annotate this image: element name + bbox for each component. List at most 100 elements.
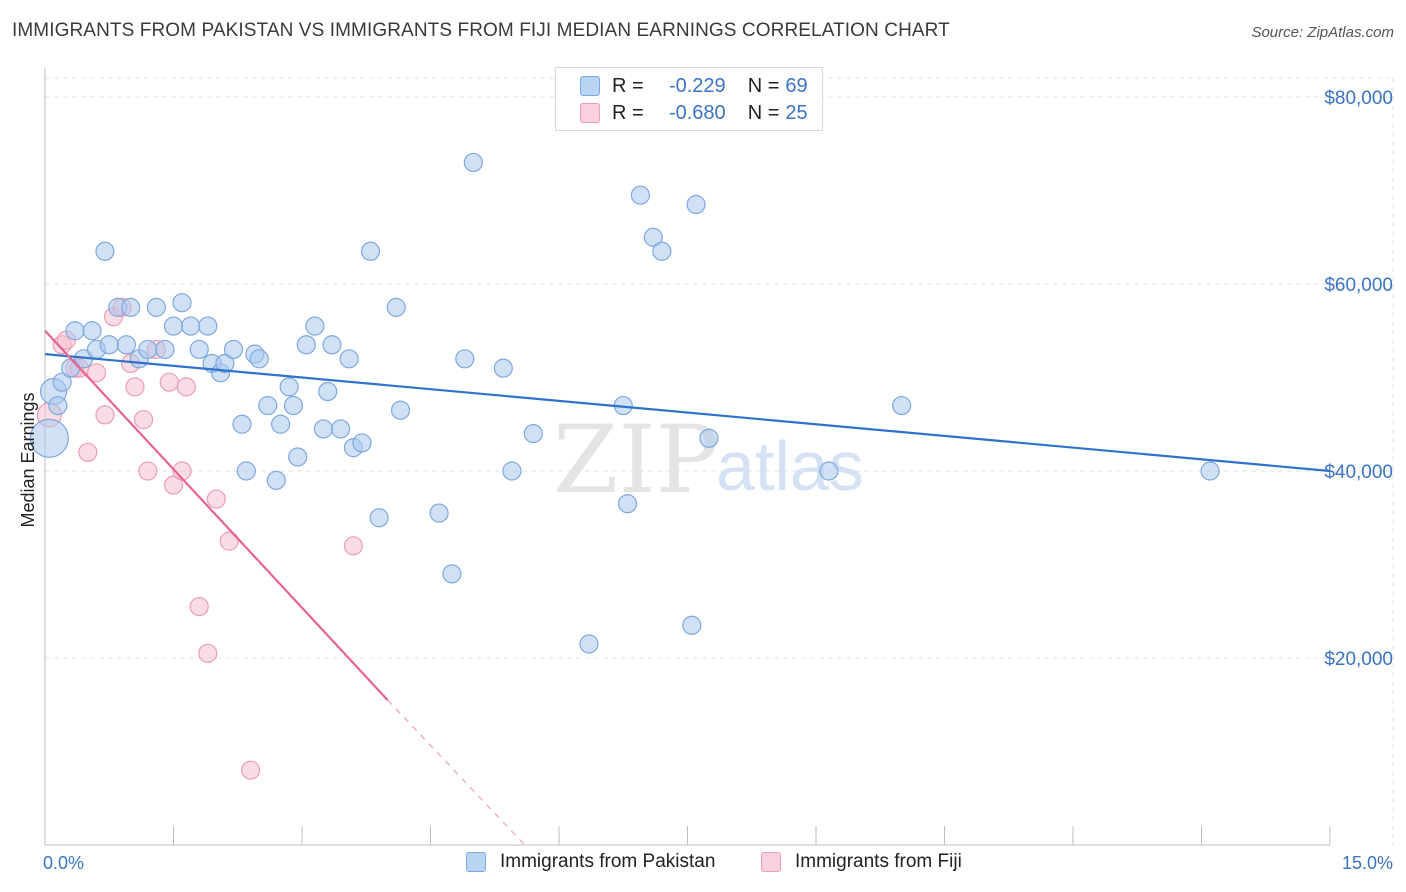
pakistan-point	[360, 241, 381, 261]
fiji-point	[219, 531, 239, 551]
fiji-points	[36, 297, 363, 780]
pakistan-point	[181, 316, 201, 336]
pakistan-point	[369, 508, 389, 528]
pakistan-point	[215, 353, 235, 374]
pakistan-point	[339, 349, 359, 369]
pakistan-point	[95, 241, 115, 261]
y-tick-label: $20,000	[1324, 649, 1393, 670]
pakistan-point	[279, 377, 299, 397]
fiji-point	[198, 643, 218, 663]
fiji-point	[159, 372, 179, 392]
pakistan-point	[682, 615, 702, 635]
tick-labels: $20,000 $40,000 $60,000 $80,000 0.0% 15.0%	[43, 88, 1393, 873]
pakistan-point	[232, 414, 252, 434]
fiji-r-value: -0.680	[668, 101, 726, 124]
pakistan-point	[249, 349, 269, 369]
pakistan-n-value: 69	[785, 74, 808, 97]
fiji-point	[241, 760, 261, 780]
y-tick-label: $40,000	[1324, 462, 1393, 483]
pakistan-point	[686, 194, 706, 215]
pakistan-point	[643, 227, 663, 247]
pakistan-point	[819, 461, 839, 481]
pakistan-point	[270, 414, 291, 434]
pakistan-point	[455, 349, 475, 369]
pakistan-point	[523, 424, 543, 444]
pakistan-legend-swatch	[466, 852, 486, 872]
fiji-point	[78, 442, 98, 462]
pakistan-point	[502, 461, 522, 481]
x-tick-label-min: 0.0%	[43, 853, 84, 873]
pakistan-point	[288, 447, 308, 467]
pakistan-point	[296, 335, 316, 355]
pakistan-swatch	[580, 76, 600, 96]
pakistan-point	[322, 335, 342, 355]
source-label: Source: ZipAtlas.com	[1251, 24, 1394, 41]
r-label: R =	[612, 101, 644, 124]
pakistan-point	[172, 293, 192, 313]
pakistan-point	[699, 428, 719, 448]
n-label: N =	[747, 74, 780, 97]
pakistan-point	[163, 316, 184, 336]
pakistan-point	[892, 395, 912, 416]
series-legend: Immigrants from Pakistan Immigrants from…	[0, 851, 1406, 877]
x-tick-label-max: 15.0%	[1342, 853, 1393, 873]
legend-label-fiji: Immigrants from Fiji	[795, 851, 962, 872]
pakistan-point	[236, 461, 256, 481]
pakistan-point	[155, 339, 175, 360]
fiji-point	[125, 377, 145, 397]
y-axis-label: Median Earnings	[18, 392, 38, 527]
pakistan-point	[266, 470, 286, 490]
n-label: N =	[747, 101, 780, 124]
fiji-point	[343, 536, 363, 556]
fiji-point	[206, 489, 226, 509]
pakistan-point	[29, 418, 69, 458]
pakistan-point	[330, 419, 351, 439]
trend-lines	[44, 330, 1331, 846]
pakistan-point	[189, 339, 209, 360]
legend-item-pakistan[interactable]: Immigrants from Pakistan	[466, 851, 715, 873]
grid-lines	[45, 77, 1394, 845]
pakistan-point	[630, 185, 650, 205]
pakistan-point	[121, 297, 141, 317]
pakistan-point	[146, 297, 166, 317]
pakistan-point	[283, 395, 304, 416]
pakistan-point	[99, 335, 119, 355]
watermark: ZIP atlas	[553, 406, 864, 515]
pakistan-point	[1200, 461, 1220, 481]
pakistan-point	[65, 321, 85, 341]
pakistan-point	[352, 433, 372, 453]
fiji-point	[95, 405, 115, 425]
pakistan-point	[579, 634, 599, 654]
pakistan-point	[198, 316, 218, 336]
pakistan-points	[29, 152, 1220, 654]
correlation-legend: R = -0.229 N = 69 R = -0.680 N = 25	[555, 67, 823, 131]
watermark-atlas: atlas	[716, 427, 864, 505]
pakistan-point	[390, 400, 411, 420]
pakistan-point	[463, 152, 483, 173]
legend-row-fiji: R = -0.680 N = 25	[580, 100, 808, 126]
pakistan-point	[223, 339, 244, 360]
chart-title: IMMIGRANTS FROM PAKISTAN VS IMMIGRANTS F…	[12, 20, 950, 41]
pakistan-point	[318, 381, 338, 402]
fiji-trend-line	[44, 330, 389, 701]
pakistan-trend-line	[44, 353, 1331, 473]
pakistan-point	[493, 358, 513, 378]
legend-item-fiji[interactable]: Immigrants from Fiji	[761, 851, 962, 873]
legend-row-pakistan: R = -0.229 N = 69	[580, 73, 808, 99]
fiji-point	[138, 461, 158, 481]
y-tick-label: $80,000	[1324, 88, 1393, 109]
pakistan-point	[48, 395, 68, 416]
pakistan-point	[429, 503, 449, 523]
y-tick-label: $60,000	[1324, 275, 1393, 296]
pakistan-point	[52, 372, 72, 392]
fiji-point	[176, 377, 196, 397]
r-label: R =	[612, 74, 644, 97]
legend-label-pakistan: Immigrants from Pakistan	[500, 851, 716, 872]
fiji-point	[163, 475, 184, 495]
pakistan-point	[138, 339, 158, 360]
watermark-zip: ZIP	[553, 406, 719, 515]
fiji-swatch	[580, 103, 600, 123]
pakistan-point	[442, 564, 462, 584]
pakistan-point	[652, 241, 672, 261]
